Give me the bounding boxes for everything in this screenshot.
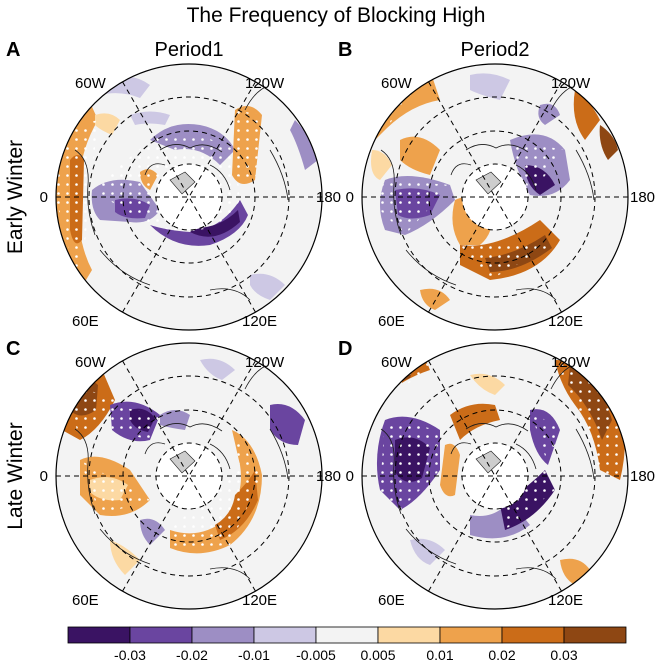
meridian-label-60w-c: 60W	[75, 354, 107, 371]
colorbar-swatch	[253, 626, 317, 644]
colorbar-tick-label: -0.03	[114, 647, 146, 663]
colorbar-tick-label: -0.02	[176, 647, 208, 663]
meridian-label-120w-c: 120W	[245, 354, 285, 371]
polar-map-panel-b	[361, 63, 629, 331]
colorbar-swatch	[377, 626, 441, 644]
gridlines-a	[56, 81, 322, 313]
meridian-label-60e-b: 60E	[378, 313, 405, 330]
meridian-label-60w-d: 60W	[381, 354, 413, 371]
meridian-label-120e-a: 120E	[242, 313, 277, 330]
figure-title: The Frequency of Blocking High	[187, 4, 486, 27]
panel-letter-a: A	[6, 39, 20, 61]
polar-map-panel-d	[361, 342, 629, 610]
colorbar-tick-label: 0.01	[426, 647, 453, 663]
anomaly-field-a	[56, 76, 318, 301]
meridian-label-0-b: 0	[346, 189, 354, 206]
colorbar-swatch	[67, 626, 131, 644]
panel-letter-d: D	[338, 338, 352, 360]
meridian-label-120e-c: 120E	[242, 592, 277, 609]
row-label-early-winter: Early Winter	[4, 140, 27, 254]
colorbar-swatch	[439, 626, 503, 644]
meridian-label-60e-c: 60E	[72, 592, 99, 609]
colorbar: -0.03 -0.02 -0.01 -0.005 0.005 0.01 0.02 0.03	[67, 626, 627, 663]
meridian-label-180-d: 180	[630, 468, 655, 485]
meridian-label-120w-d: 120W	[551, 354, 591, 371]
anomaly-field-c	[62, 358, 305, 580]
gridlines-c	[56, 360, 322, 592]
colorbar-swatch	[191, 626, 255, 644]
row-label-late-winter: Late Winter	[4, 422, 27, 529]
meridian-label-180-b: 180	[630, 189, 655, 206]
meridian-label-120e-d: 120E	[548, 592, 583, 609]
gridlines-b	[362, 81, 628, 313]
gridlines-d	[362, 360, 628, 592]
colorbar-tick-label: -0.01	[238, 647, 270, 663]
colorbar-swatch	[501, 626, 565, 644]
meridian-label-60w-a: 60W	[75, 75, 107, 92]
column-label-period1: Period1	[155, 39, 224, 61]
meridian-label-120w-a: 120W	[245, 75, 285, 92]
meridian-label-60e-d: 60E	[378, 592, 405, 609]
colorbar-tick-label: 0.03	[550, 647, 577, 663]
meridian-label-180-a: 180	[316, 189, 341, 206]
panel-letter-b: B	[338, 39, 352, 61]
colorbar-swatch	[129, 626, 193, 644]
panel-letter-c: C	[6, 338, 20, 360]
colorbar-swatch	[315, 626, 379, 644]
meridian-label-180-c: 180	[316, 468, 341, 485]
colorbar-tick-label: 0.02	[488, 647, 515, 663]
polar-map-panel-c	[55, 342, 323, 610]
meridian-label-120e-b: 120E	[548, 313, 583, 330]
colorbar-tick-label: -0.005	[296, 647, 336, 663]
meridian-label-0-d: 0	[346, 468, 354, 485]
colorbar-tick-label: 0.005	[360, 647, 395, 663]
column-label-period2: Period2	[461, 39, 530, 61]
colorbar-swatch	[563, 626, 627, 644]
meridian-label-60e-a: 60E	[72, 313, 99, 330]
meridian-label-60w-b: 60W	[381, 75, 413, 92]
polar-map-panel-a	[55, 63, 323, 331]
meridian-label-0-c: 0	[40, 468, 48, 485]
meridian-label-0-a: 0	[40, 189, 48, 206]
meridian-label-120w-b: 120W	[551, 75, 591, 92]
